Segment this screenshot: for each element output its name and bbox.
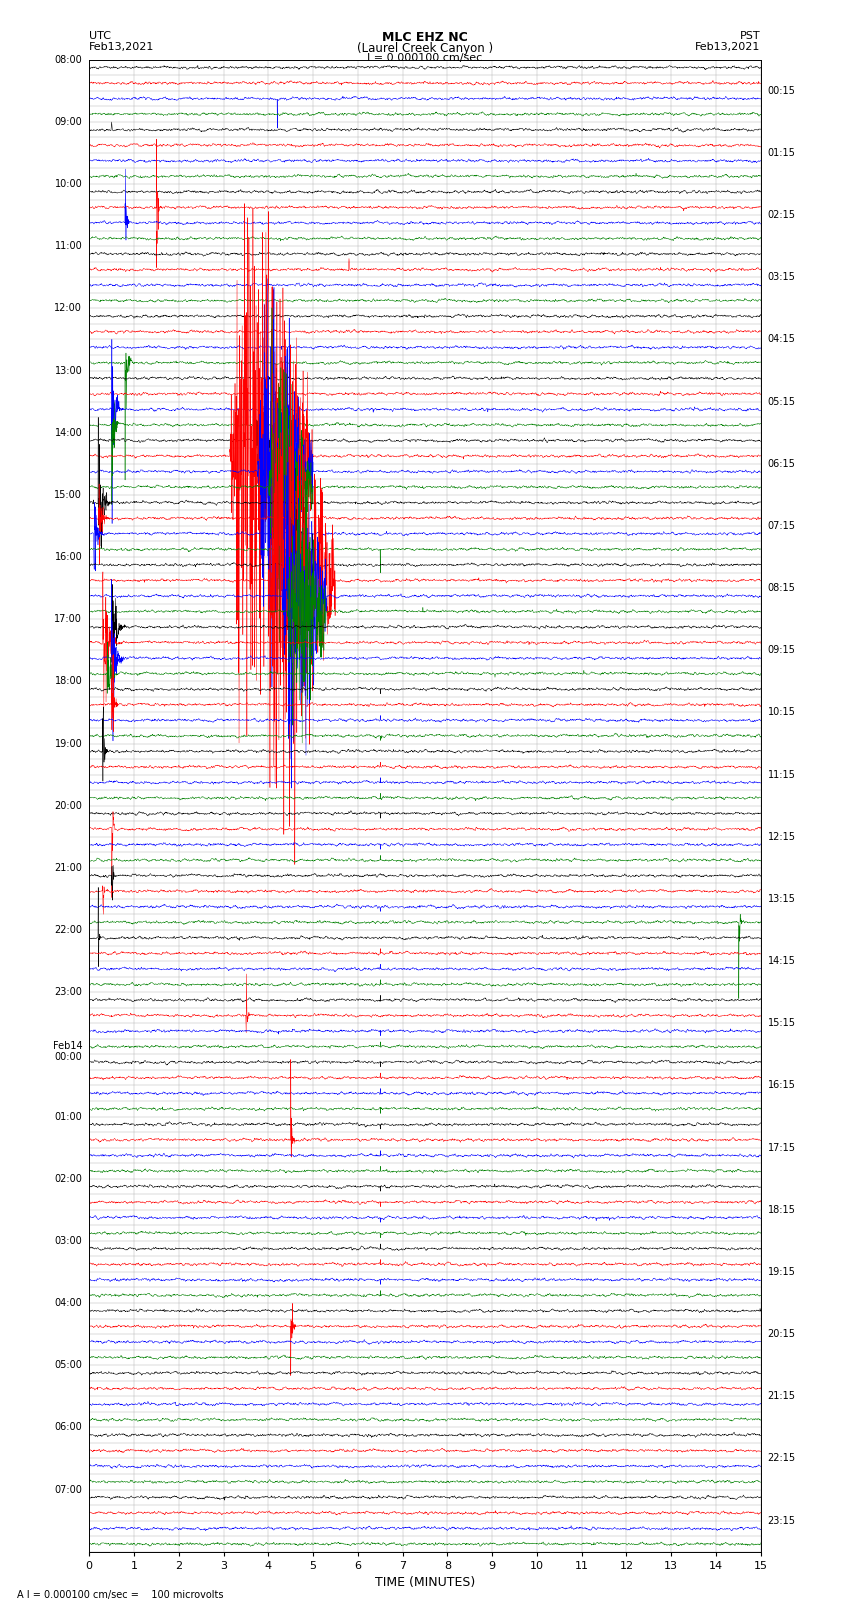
Text: 00:15: 00:15 — [768, 85, 796, 95]
Text: 17:15: 17:15 — [768, 1142, 796, 1153]
Text: 23:00: 23:00 — [54, 987, 82, 997]
Text: UTC: UTC — [89, 31, 111, 40]
X-axis label: TIME (MINUTES): TIME (MINUTES) — [375, 1576, 475, 1589]
Text: 04:15: 04:15 — [768, 334, 796, 345]
Text: 21:00: 21:00 — [54, 863, 82, 873]
Text: I = 0.000100 cm/sec: I = 0.000100 cm/sec — [367, 53, 483, 63]
Text: 05:00: 05:00 — [54, 1360, 82, 1369]
Text: 16:15: 16:15 — [768, 1081, 796, 1090]
Text: 08:00: 08:00 — [54, 55, 82, 65]
Text: 22:15: 22:15 — [768, 1453, 796, 1463]
Text: 02:15: 02:15 — [768, 210, 796, 219]
Text: A I = 0.000100 cm/sec =    100 microvolts: A I = 0.000100 cm/sec = 100 microvolts — [17, 1590, 224, 1600]
Text: 10:15: 10:15 — [768, 708, 796, 718]
Text: 13:15: 13:15 — [768, 894, 796, 903]
Text: 06:00: 06:00 — [54, 1423, 82, 1432]
Text: 10:00: 10:00 — [54, 179, 82, 189]
Text: 20:00: 20:00 — [54, 800, 82, 811]
Text: 03:15: 03:15 — [768, 273, 796, 282]
Text: 19:15: 19:15 — [768, 1266, 796, 1277]
Text: 00:00: 00:00 — [54, 1052, 82, 1061]
Text: 06:15: 06:15 — [768, 458, 796, 469]
Text: 04:00: 04:00 — [54, 1298, 82, 1308]
Text: 14:15: 14:15 — [768, 957, 796, 966]
Text: (Laurel Creek Canyon ): (Laurel Creek Canyon ) — [357, 42, 493, 55]
Text: 15:15: 15:15 — [768, 1018, 796, 1027]
Text: 22:00: 22:00 — [54, 924, 82, 936]
Text: 05:15: 05:15 — [768, 397, 796, 406]
Text: 11:15: 11:15 — [768, 769, 796, 779]
Text: 16:00: 16:00 — [54, 552, 82, 561]
Text: 07:00: 07:00 — [54, 1484, 82, 1495]
Text: 01:00: 01:00 — [54, 1111, 82, 1121]
Text: 07:15: 07:15 — [768, 521, 796, 531]
Text: 17:00: 17:00 — [54, 615, 82, 624]
Text: 18:00: 18:00 — [54, 676, 82, 687]
Text: Feb14: Feb14 — [53, 1040, 82, 1052]
Text: 13:00: 13:00 — [54, 366, 82, 376]
Text: 20:15: 20:15 — [768, 1329, 796, 1339]
Text: 15:00: 15:00 — [54, 490, 82, 500]
Text: 23:15: 23:15 — [768, 1516, 796, 1526]
Text: Feb13,2021: Feb13,2021 — [89, 42, 155, 52]
Text: 12:15: 12:15 — [768, 832, 796, 842]
Text: 08:15: 08:15 — [768, 584, 796, 594]
Text: 01:15: 01:15 — [768, 148, 796, 158]
Text: 11:00: 11:00 — [54, 242, 82, 252]
Text: 09:00: 09:00 — [54, 116, 82, 127]
Text: 03:00: 03:00 — [54, 1236, 82, 1245]
Text: 02:00: 02:00 — [54, 1174, 82, 1184]
Text: 14:00: 14:00 — [54, 427, 82, 437]
Text: 19:00: 19:00 — [54, 739, 82, 748]
Text: 21:15: 21:15 — [768, 1392, 796, 1402]
Text: MLC EHZ NC: MLC EHZ NC — [382, 31, 468, 44]
Text: 12:00: 12:00 — [54, 303, 82, 313]
Text: PST: PST — [740, 31, 761, 40]
Text: 09:15: 09:15 — [768, 645, 796, 655]
Text: Feb13,2021: Feb13,2021 — [695, 42, 761, 52]
Text: 18:15: 18:15 — [768, 1205, 796, 1215]
